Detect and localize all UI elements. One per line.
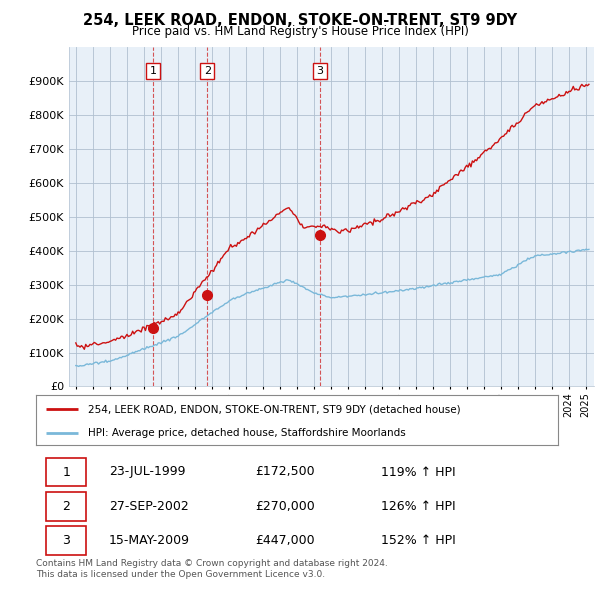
Text: 126% ↑ HPI: 126% ↑ HPI: [380, 500, 455, 513]
Text: 27-SEP-2002: 27-SEP-2002: [109, 500, 189, 513]
Text: HPI: Average price, detached house, Staffordshire Moorlands: HPI: Average price, detached house, Staf…: [88, 428, 406, 438]
Text: 2: 2: [62, 500, 70, 513]
Text: 23-JUL-1999: 23-JUL-1999: [109, 466, 185, 478]
Text: £270,000: £270,000: [255, 500, 315, 513]
Text: 15-MAY-2009: 15-MAY-2009: [109, 533, 190, 547]
FancyBboxPatch shape: [46, 526, 86, 555]
Text: 254, LEEK ROAD, ENDON, STOKE-ON-TRENT, ST9 9DY: 254, LEEK ROAD, ENDON, STOKE-ON-TRENT, S…: [83, 13, 517, 28]
FancyBboxPatch shape: [46, 491, 86, 520]
Text: Contains HM Land Registry data © Crown copyright and database right 2024.
This d: Contains HM Land Registry data © Crown c…: [36, 559, 388, 579]
Text: 1: 1: [62, 466, 70, 478]
Text: 152% ↑ HPI: 152% ↑ HPI: [380, 533, 455, 547]
Text: 1: 1: [149, 66, 157, 76]
Text: 3: 3: [316, 66, 323, 76]
Text: 3: 3: [62, 533, 70, 547]
Text: 254, LEEK ROAD, ENDON, STOKE-ON-TRENT, ST9 9DY (detached house): 254, LEEK ROAD, ENDON, STOKE-ON-TRENT, S…: [88, 404, 461, 414]
FancyBboxPatch shape: [46, 458, 86, 486]
Text: £172,500: £172,500: [255, 466, 315, 478]
Text: Price paid vs. HM Land Registry's House Price Index (HPI): Price paid vs. HM Land Registry's House …: [131, 25, 469, 38]
Text: £447,000: £447,000: [255, 533, 315, 547]
Text: 2: 2: [204, 66, 211, 76]
Text: 119% ↑ HPI: 119% ↑ HPI: [380, 466, 455, 478]
